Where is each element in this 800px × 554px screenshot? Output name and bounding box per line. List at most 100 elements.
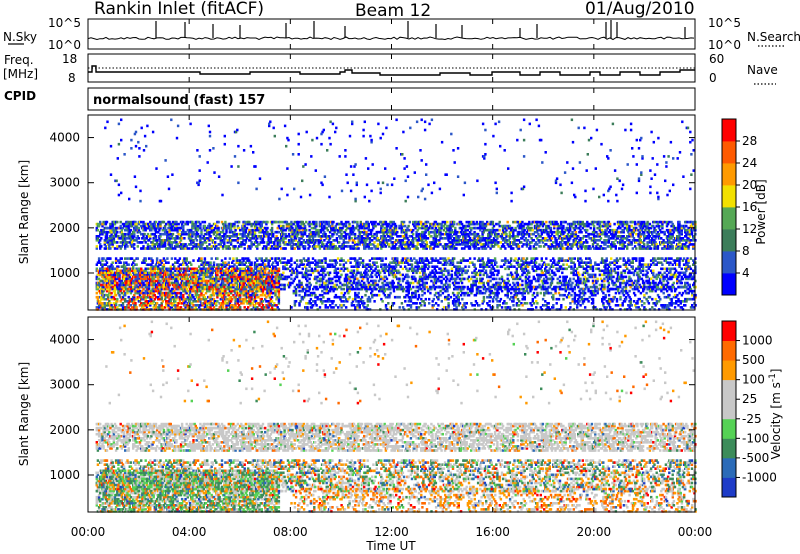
data-cell (366, 277, 369, 281)
data-cell (301, 267, 304, 271)
data-cell (628, 224, 631, 228)
data-cell (135, 222, 138, 226)
data-cell (532, 239, 535, 242)
data-cell (217, 247, 220, 250)
data-cell (297, 220, 300, 224)
data-cell (133, 232, 136, 236)
data-cell (130, 241, 134, 244)
data-cell (121, 222, 125, 226)
data-cell (626, 220, 629, 224)
data-cell (435, 271, 439, 275)
data-cell (228, 257, 232, 260)
data-cell (586, 241, 589, 244)
data-cell (169, 237, 172, 240)
nave-label: Nave (747, 63, 778, 77)
data-cell (158, 243, 161, 246)
data-cell (639, 239, 642, 242)
data-cell (385, 277, 389, 281)
data-cell (153, 247, 156, 250)
data-cell (631, 247, 634, 250)
data-cell (184, 230, 187, 234)
data-cell (497, 241, 500, 244)
data-cell (219, 245, 222, 248)
data-cell (394, 239, 398, 242)
noise-right-tick-top: 10^5 (708, 16, 741, 30)
data-cell (376, 265, 380, 268)
data-cell (183, 237, 186, 240)
data-cell (120, 245, 123, 248)
data-cell (356, 220, 359, 224)
data-cell (298, 271, 301, 275)
data-cell (221, 228, 225, 232)
data-cell (225, 230, 228, 234)
data-cell (221, 230, 225, 234)
data-cell (306, 279, 309, 283)
data-cell (153, 232, 156, 236)
data-cell (487, 222, 490, 226)
data-cell (208, 222, 211, 226)
data-cell (178, 228, 182, 232)
data-cell (280, 287, 283, 291)
data-cell (326, 228, 329, 232)
data-cell (360, 273, 364, 277)
data-cell (174, 261, 177, 264)
data-cell (349, 261, 352, 264)
data-cell (96, 222, 100, 226)
data-cell (126, 257, 129, 260)
data-cell (199, 239, 202, 242)
data-cell (293, 247, 296, 250)
data-cell (374, 220, 377, 224)
data-cell (309, 273, 312, 277)
data-cell (168, 239, 171, 242)
data-cell (239, 228, 242, 232)
data-cell (170, 243, 174, 246)
data-cell (99, 239, 102, 242)
noise-left-tick-bottom: 10^0 (48, 38, 81, 52)
data-cell (412, 232, 415, 236)
data-cell (168, 228, 171, 232)
data-cell (221, 226, 225, 230)
data-cell (589, 226, 592, 230)
data-cell (105, 261, 109, 264)
data-cell (334, 267, 337, 271)
data-cell (536, 243, 539, 246)
data-cell (95, 239, 98, 242)
data-cell (170, 228, 174, 232)
data-cell (563, 247, 566, 250)
noise-left-label: N.Sky (3, 30, 37, 44)
data-cell (124, 235, 127, 238)
data-cell (653, 220, 656, 224)
data-cell (109, 257, 112, 260)
data-cell (657, 232, 661, 236)
data-cell (520, 241, 523, 244)
data-cell (111, 243, 114, 246)
data-cell (212, 228, 216, 232)
freq-label-line2: [MHz] (3, 67, 38, 81)
data-cell (272, 261, 275, 264)
data-cell (163, 224, 167, 228)
data-cell (188, 228, 192, 232)
data-cell (268, 265, 271, 268)
data-cell (281, 257, 284, 260)
data-cell (344, 261, 348, 264)
data-cell (216, 230, 219, 234)
data-cell (397, 235, 400, 238)
data-cell (338, 241, 341, 244)
data-cell (155, 239, 159, 242)
data-cell (96, 237, 100, 240)
data-cell (424, 263, 427, 266)
data-cell (394, 243, 398, 246)
data-cell (188, 243, 192, 246)
data-cell (646, 220, 649, 224)
data-cell (384, 245, 388, 248)
data-cell (504, 247, 507, 250)
data-cell (270, 226, 274, 230)
data-cell (176, 235, 179, 238)
data-cell (305, 220, 308, 224)
data-cell (100, 228, 103, 232)
data-cell (157, 222, 160, 226)
data-cell (126, 222, 129, 226)
data-cell (623, 245, 627, 248)
data-cell (407, 259, 410, 262)
data-cell (163, 245, 167, 248)
